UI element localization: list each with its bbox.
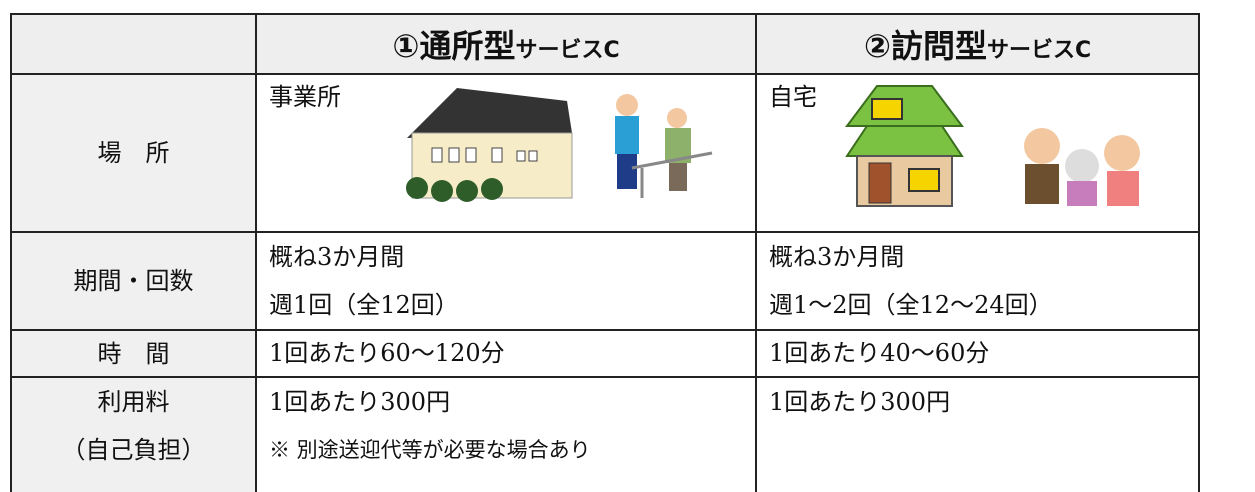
cell: 1回あたり60〜120分 (255, 329, 757, 378)
cell: 自宅 (755, 73, 1200, 233)
facility-illustration (406, 88, 713, 202)
cell-note: ※ 別途送迎代等が必要な場合あり (269, 438, 591, 462)
cell: 1回あたり300円 (755, 376, 1200, 492)
label-text: 期間・回数 (73, 267, 194, 295)
row-label: 利用料 （自己負担） (10, 376, 257, 492)
column-suffix: サービスC (515, 38, 620, 63)
label-text: （自己負担） (61, 436, 206, 464)
cell-text: 週1回（全12回） (269, 291, 459, 319)
cell-text: 概ね3か月間 (769, 243, 905, 271)
label-text: 利用料 (97, 388, 170, 416)
row-label: 時 間 (10, 329, 257, 378)
cell-text: 概ね3か月間 (269, 243, 405, 271)
column-header: ①通所型サービスC (255, 13, 757, 75)
cell-text: 1回あたり60〜120分 (269, 339, 505, 367)
fee-row: 利用料 （自己負担） 1回あたり300円 ※ 別途送迎代等が必要な場合あり 1回あた… (10, 376, 1200, 492)
cell-text: 1回あたり300円 (269, 388, 451, 416)
corner-cell (10, 13, 257, 75)
header-row: ①通所型サービスC ②訪問型サービスC (10, 13, 1200, 75)
cell: 概ね3か月間週1回（全12回） (255, 231, 757, 331)
cell: 1回あたり300円 ※ 別途送迎代等が必要な場合あり (255, 376, 757, 492)
cell-text: 1回あたり40〜60分 (769, 339, 990, 367)
column-header: ②訪問型サービスC (755, 13, 1200, 75)
cell: 概ね3か月間週1〜2回（全12〜24回） (755, 231, 1200, 331)
label-text: 場 所 (97, 139, 170, 167)
cell-text: 自宅 (769, 83, 817, 111)
column-title: ②訪問型 (863, 27, 987, 65)
time-row: 時 間 1回あたり60〜120分 1回あたり40〜60分 (10, 329, 1200, 378)
row-label: 場 所 (10, 73, 257, 233)
row-label: 期間・回数 (10, 231, 257, 331)
cell-text: 事業所 (269, 83, 341, 111)
label-text: 時 間 (97, 339, 170, 368)
home-illustration (845, 85, 1140, 207)
cell-text: 週1〜2回（全12〜24回） (769, 291, 1053, 319)
column-title: ①通所型 (392, 27, 516, 65)
period-row: 期間・回数 概ね3か月間週1回（全12回） 概ね3か月間週1〜2回（全12〜24… (10, 231, 1200, 331)
column-suffix: サービスC (986, 38, 1092, 63)
cell-text: 1回あたり300円 (769, 388, 951, 416)
cell: 1回あたり40〜60分 (755, 329, 1200, 378)
service-table: ①通所型サービスC ②訪問型サービスC 場 所 事業所 自宅 期間・回数 概ね3… (10, 13, 1200, 492)
place-row: 場 所 事業所 自宅 (10, 73, 1200, 233)
cell: 事業所 (255, 73, 757, 233)
